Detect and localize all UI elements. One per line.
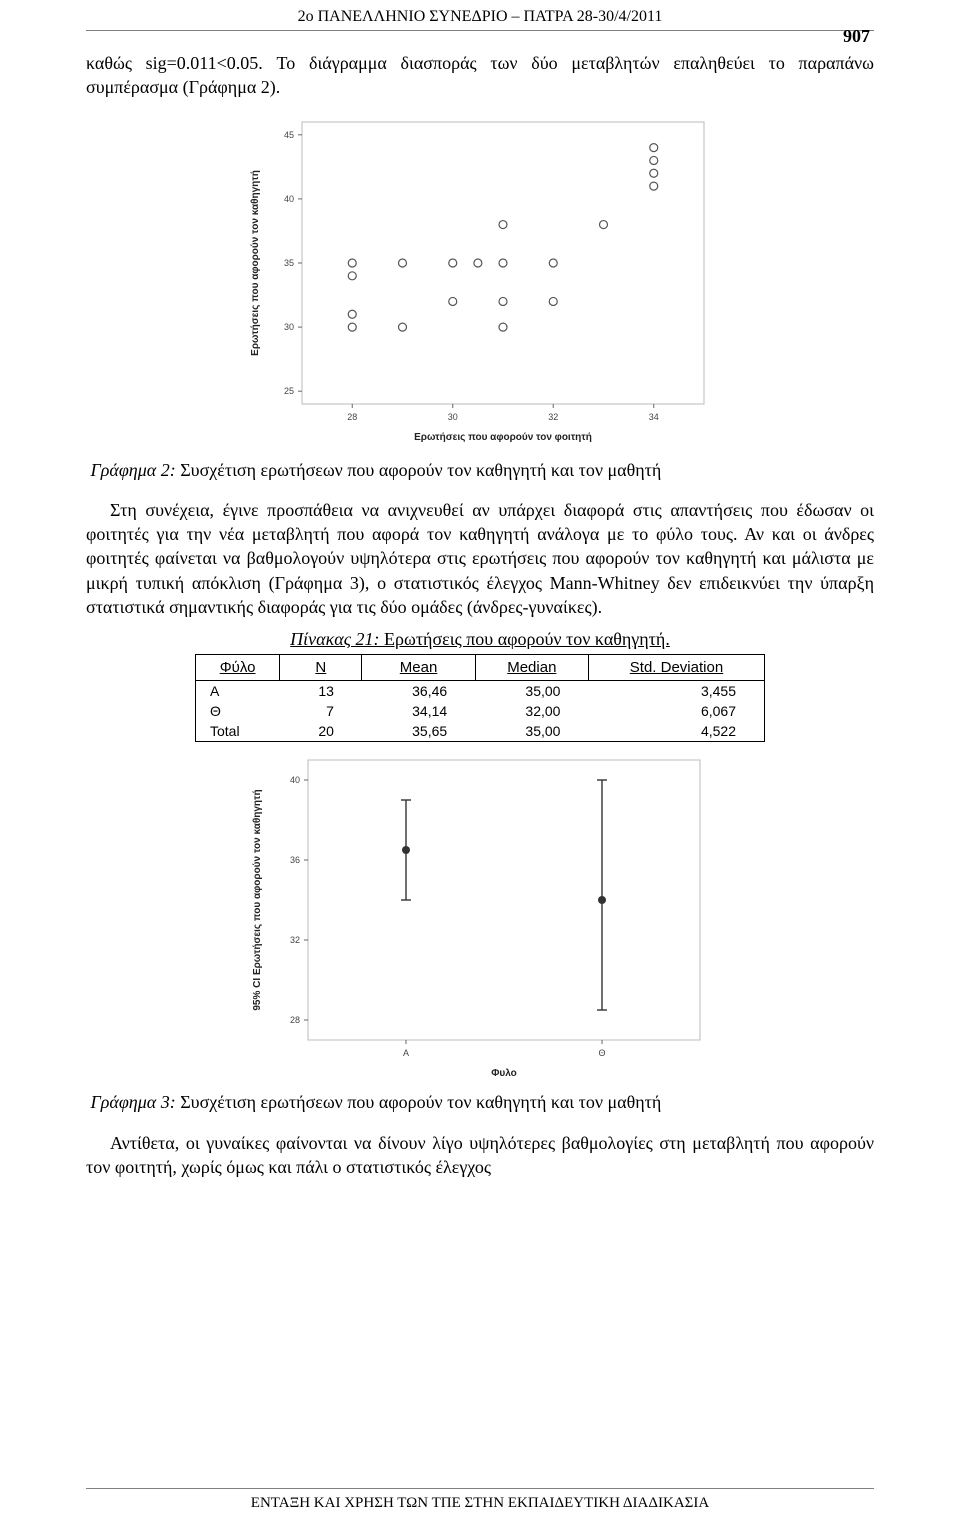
table-header-cell: Φύλο [196, 655, 280, 681]
table-header-cell: N [280, 655, 362, 681]
caption-chart-3: Γράφημα 3: Συσχέτιση ερωτήσεων που αφορο… [86, 1090, 874, 1114]
table-cell: Θ [196, 701, 280, 721]
caption3-text: Συσχέτιση ερωτήσεων που αφορούν τον καθη… [176, 1092, 662, 1112]
table-cell: 3,455 [588, 681, 764, 702]
svg-text:30: 30 [284, 322, 294, 332]
svg-text:34: 34 [649, 412, 659, 422]
svg-text:32: 32 [548, 412, 558, 422]
svg-text:Ερωτήσεις που αφορούν τον καθη: Ερωτήσεις που αφορούν τον καθηγητή [250, 170, 261, 356]
header-text: 2ο ΠΑΝΕΛΛΗΝΙΟ ΣΥΝΕΔΡΙΟ – ΠΑΤΡΑ 28-30/4/2… [298, 8, 663, 25]
paragraph-1: καθώς sig=0.011<0.05. Το διάγραμμα διασπ… [86, 51, 874, 100]
svg-text:40: 40 [284, 194, 294, 204]
table-header-cell: Median [475, 655, 588, 681]
table-row: Α1336,4635,003,455 [196, 681, 765, 702]
table-cell: 35,65 [362, 721, 475, 742]
table-cell: 34,14 [362, 701, 475, 721]
chart-scatter: 25 30 35 40 45 28 30 32 34 Ερωτήσεις που αφορούν … [240, 110, 720, 450]
table-cell: 4,522 [588, 721, 764, 742]
svg-text:Α: Α [403, 1048, 409, 1058]
table-row: Θ734,1432,006,067 [196, 701, 765, 721]
svg-text:36: 36 [290, 855, 300, 865]
table-cell: 35,00 [475, 721, 588, 742]
table-title-text: Ερωτήσεις που αφορούν τον καθηγητή. [380, 629, 670, 649]
svg-text:35: 35 [284, 258, 294, 268]
content-area: καθώς sig=0.011<0.05. Το διάγραμμα διασπ… [0, 31, 960, 1179]
table-row: Total2035,6535,004,522 [196, 721, 765, 742]
svg-text:40: 40 [290, 775, 300, 785]
svg-text:28: 28 [290, 1015, 300, 1025]
table-cell: 13 [280, 681, 362, 702]
page-header: 2ο ΠΑΝΕΛΛΗΝΙΟ ΣΥΝΕΔΡΙΟ – ΠΑΤΡΑ 28-30/4/2… [86, 0, 874, 31]
paragraph-3: Αντίθετα, οι γυναίκες φαίνονται να δίνου… [86, 1131, 874, 1180]
table-cell: Total [196, 721, 280, 742]
caption2-text: Συσχέτιση ερωτήσεων που αφορούν τον καθη… [176, 460, 662, 480]
svg-text:45: 45 [284, 129, 294, 139]
svg-text:95% CI Ερωτήσεις που αφορούν τ: 95% CI Ερωτήσεις που αφορούν τον καθηγητ… [252, 790, 263, 1011]
table-cell: 7 [280, 701, 362, 721]
table-cell: 35,00 [475, 681, 588, 702]
table-cell: 20 [280, 721, 362, 742]
table-title-prefix: Πίνακας 21: [290, 629, 379, 649]
svg-text:28: 28 [347, 412, 357, 422]
table-cell: 36,46 [362, 681, 475, 702]
table-cell: Α [196, 681, 280, 702]
table-cell: 6,067 [588, 701, 764, 721]
svg-text:30: 30 [448, 412, 458, 422]
caption2-prefix: Γράφημα 2: [91, 460, 176, 480]
stats-table: ΦύλοNMeanMedianStd. Deviation Α1336,4635… [195, 654, 765, 742]
page-footer: ΕΝΤΑΞΗ ΚΑΙ ΧΡΗΣΗ ΤΩΝ ΤΠΕ ΣΤΗΝ ΕΚΠΑΙΔΕΥΤΙ… [86, 1488, 874, 1516]
svg-text:Θ: Θ [598, 1048, 605, 1058]
table-header-cell: Mean [362, 655, 475, 681]
table-cell: 32,00 [475, 701, 588, 721]
svg-text:Ερωτήσεις που αφορούν τον φοιτ: Ερωτήσεις που αφορούν τον φοιτητή [414, 432, 592, 443]
caption3-prefix: Γράφημα 3: [91, 1092, 176, 1112]
svg-text:Φυλο: Φυλο [491, 1068, 517, 1079]
chart-errorbar: 28 32 36 40 Α Θ 95% CI Ερωτήσεις που αφορούν τ… [240, 746, 720, 1086]
paragraph-2: Στη συνέχεια, έγινε προσπάθεια να ανιχνε… [86, 498, 874, 619]
svg-text:25: 25 [284, 386, 294, 396]
caption-chart-2: Γράφημα 2: Συσχέτιση ερωτήσεων που αφορο… [86, 458, 874, 482]
table-header-cell: Std. Deviation [588, 655, 764, 681]
table-title: Πίνακας 21: Ερωτήσεις που αφορούν τον κα… [86, 629, 874, 650]
svg-text:32: 32 [290, 935, 300, 945]
footer-text: ΕΝΤΑΞΗ ΚΑΙ ΧΡΗΣΗ ΤΩΝ ΤΠΕ ΣΤΗΝ ΕΚΠΑΙΔΕΥΤΙ… [251, 1495, 709, 1511]
page-number: 907 [843, 26, 870, 47]
